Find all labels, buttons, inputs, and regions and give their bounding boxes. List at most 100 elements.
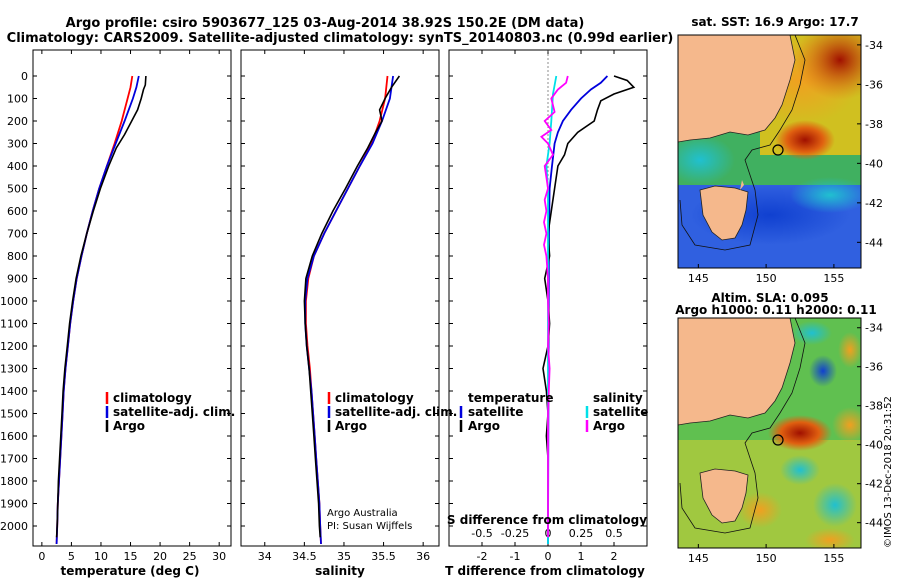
map-y-tick-label: -38 bbox=[865, 400, 883, 413]
s-tick-label: -0.5 bbox=[471, 527, 492, 540]
flinders-island bbox=[740, 180, 744, 190]
sla-warm-patch-south bbox=[805, 528, 855, 548]
x-tick-label: 0 bbox=[38, 550, 45, 563]
x-tick-label: 35 bbox=[337, 550, 351, 563]
legend-t-satellite: satellite bbox=[468, 405, 523, 419]
x-tick-label: 5 bbox=[68, 550, 75, 563]
legend-argo: Argo bbox=[113, 419, 145, 433]
temperature-legend: climatology satellite-adj. clim. Argo bbox=[105, 391, 235, 433]
sla-map bbox=[678, 318, 861, 548]
x-tick-label: 20 bbox=[153, 550, 167, 563]
sst-map-axes: 145 150 155 -34 -36 -38 -40 -42 -44 bbox=[688, 39, 883, 285]
salinity-legend: climatology satellite-adj. clim. Argo Ar… bbox=[327, 391, 457, 532]
sla-argo-marker bbox=[772, 434, 784, 446]
depth-tick-label: 1300 bbox=[0, 363, 28, 376]
depth-tick-label: 2000 bbox=[0, 520, 28, 533]
series-line-argo bbox=[303, 75, 401, 538]
x-tick-label: 1 bbox=[578, 550, 585, 563]
sla-warm-eddy bbox=[838, 332, 861, 368]
depth-tick-label: 1700 bbox=[0, 453, 28, 466]
sla-title-2: Argo h1000: 0.11 h2000: 0.11 bbox=[675, 303, 876, 317]
depth-tick-label: 1000 bbox=[0, 295, 28, 308]
sla-cyan-eddy bbox=[792, 321, 832, 345]
series-line-t-argo bbox=[542, 75, 636, 538]
sst-hot-eddy bbox=[775, 120, 835, 160]
x-tick-label: 0 bbox=[545, 550, 552, 563]
map-x-tick-label: 155 bbox=[823, 272, 844, 285]
map-y-tick-label: -36 bbox=[865, 361, 883, 374]
temperature-panel bbox=[32, 49, 232, 547]
legend-climatology: climatology bbox=[113, 391, 192, 405]
sla-cyan-patch bbox=[813, 483, 857, 527]
depth-tick-label: 700 bbox=[7, 228, 28, 241]
depth-tick-label: 1900 bbox=[0, 498, 28, 511]
depth-tick-label: 800 bbox=[7, 250, 28, 263]
s-tick-label: 0.5 bbox=[605, 527, 623, 540]
depth-tick-label: 200 bbox=[7, 115, 28, 128]
legend-temperature-title: temperature bbox=[468, 391, 553, 405]
sst-map-title: sat. SST: 16.9 Argo: 17.7 bbox=[691, 15, 858, 29]
x-tick-label: 35.5 bbox=[371, 550, 396, 563]
map-y-tick-label: -42 bbox=[865, 197, 883, 210]
series-line-t-satellite bbox=[547, 75, 609, 545]
legend-satellite: satellite-adj. clim. bbox=[335, 405, 457, 419]
depth-tick-label: 1600 bbox=[0, 430, 28, 443]
depth-tick-label: 300 bbox=[7, 138, 28, 151]
depth-tick-label: 400 bbox=[7, 160, 28, 173]
map-y-tick-label: -44 bbox=[865, 236, 883, 249]
tasmania bbox=[699, 185, 749, 241]
legend-s-satellite: satellite bbox=[593, 405, 648, 419]
legend-s-argo: Argo bbox=[593, 419, 625, 433]
sla-isobath bbox=[679, 318, 806, 534]
x-tick-label: 15 bbox=[124, 550, 138, 563]
map-y-tick-label: -42 bbox=[865, 478, 883, 491]
sst-hot-eddy-north bbox=[795, 35, 861, 100]
difference-legend: temperature satellite Argo salinity sate… bbox=[459, 391, 648, 433]
map-y-tick-label: -40 bbox=[865, 157, 883, 170]
temperature-xlabel: temperature (deg C) bbox=[61, 564, 200, 578]
depth-tick-label: 1400 bbox=[0, 385, 28, 398]
map-x-tick-label: 150 bbox=[756, 552, 777, 565]
x-tick-label: 34 bbox=[258, 550, 272, 563]
depth-tick-label: 0 bbox=[21, 70, 28, 83]
x-tick-label: 30 bbox=[212, 550, 226, 563]
depth-axis: 0 100 200 300 400 500 600 700 800 900 1000 1100 1200… bbox=[0, 70, 647, 533]
map-x-tick-label: 145 bbox=[688, 272, 709, 285]
x-tick-label: -2 bbox=[477, 550, 488, 563]
difference-plot: -2 -1 0 1 2-0.5 -0.25 0 0.25 0.5 bbox=[471, 50, 636, 563]
sla-cyan-patch-2 bbox=[780, 455, 820, 485]
title-line-2: Climatology: CARS2009. Satellite-adjuste… bbox=[7, 31, 674, 46]
sla-warm-patch bbox=[738, 492, 782, 528]
s-tick-label: 0.25 bbox=[569, 527, 594, 540]
map-y-tick-label: -34 bbox=[865, 322, 883, 335]
salinity-xlabel: salinity bbox=[315, 564, 365, 578]
difference-xlabel: T difference from climatology bbox=[445, 564, 645, 578]
sst-cyan-patch bbox=[678, 135, 735, 185]
sla-title-1: Altim. SLA: 0.095 bbox=[711, 291, 828, 305]
australia-mainland bbox=[678, 318, 796, 426]
x-tick-label: 25 bbox=[183, 550, 197, 563]
salinity-plot: 34 34.5 35 35.5 36 bbox=[258, 50, 430, 563]
s-difference-label: S difference from climatology bbox=[447, 513, 647, 527]
x-tick-label: 2 bbox=[611, 550, 618, 563]
depth-tick-label: 100 bbox=[7, 93, 28, 106]
sst-map bbox=[678, 35, 861, 268]
australia-mainland bbox=[678, 35, 796, 143]
map-y-tick-label: -40 bbox=[865, 439, 883, 452]
legend-climatology: climatology bbox=[335, 391, 414, 405]
sla-map-axes: 145 150 155 -34 -36 -38 -40 -42 -44 bbox=[688, 322, 883, 565]
depth-tick-label: 600 bbox=[7, 205, 28, 218]
annotation-pi: PI: Susan Wijffels bbox=[327, 521, 412, 532]
series-line-s-argo bbox=[540, 75, 569, 538]
x-tick-label: 10 bbox=[94, 550, 108, 563]
sla-map-frame bbox=[677, 317, 862, 549]
series-line-s-satellite bbox=[545, 75, 558, 544]
depth-tick-label: 1100 bbox=[0, 318, 28, 331]
sla-hot-eddy bbox=[768, 415, 832, 451]
map-x-tick-label: 155 bbox=[823, 552, 844, 565]
x-tick-label: 34.5 bbox=[292, 550, 317, 563]
salinity-panel bbox=[240, 49, 440, 547]
map-y-tick-label: -44 bbox=[865, 517, 883, 530]
map-y-tick-label: -36 bbox=[865, 78, 883, 91]
